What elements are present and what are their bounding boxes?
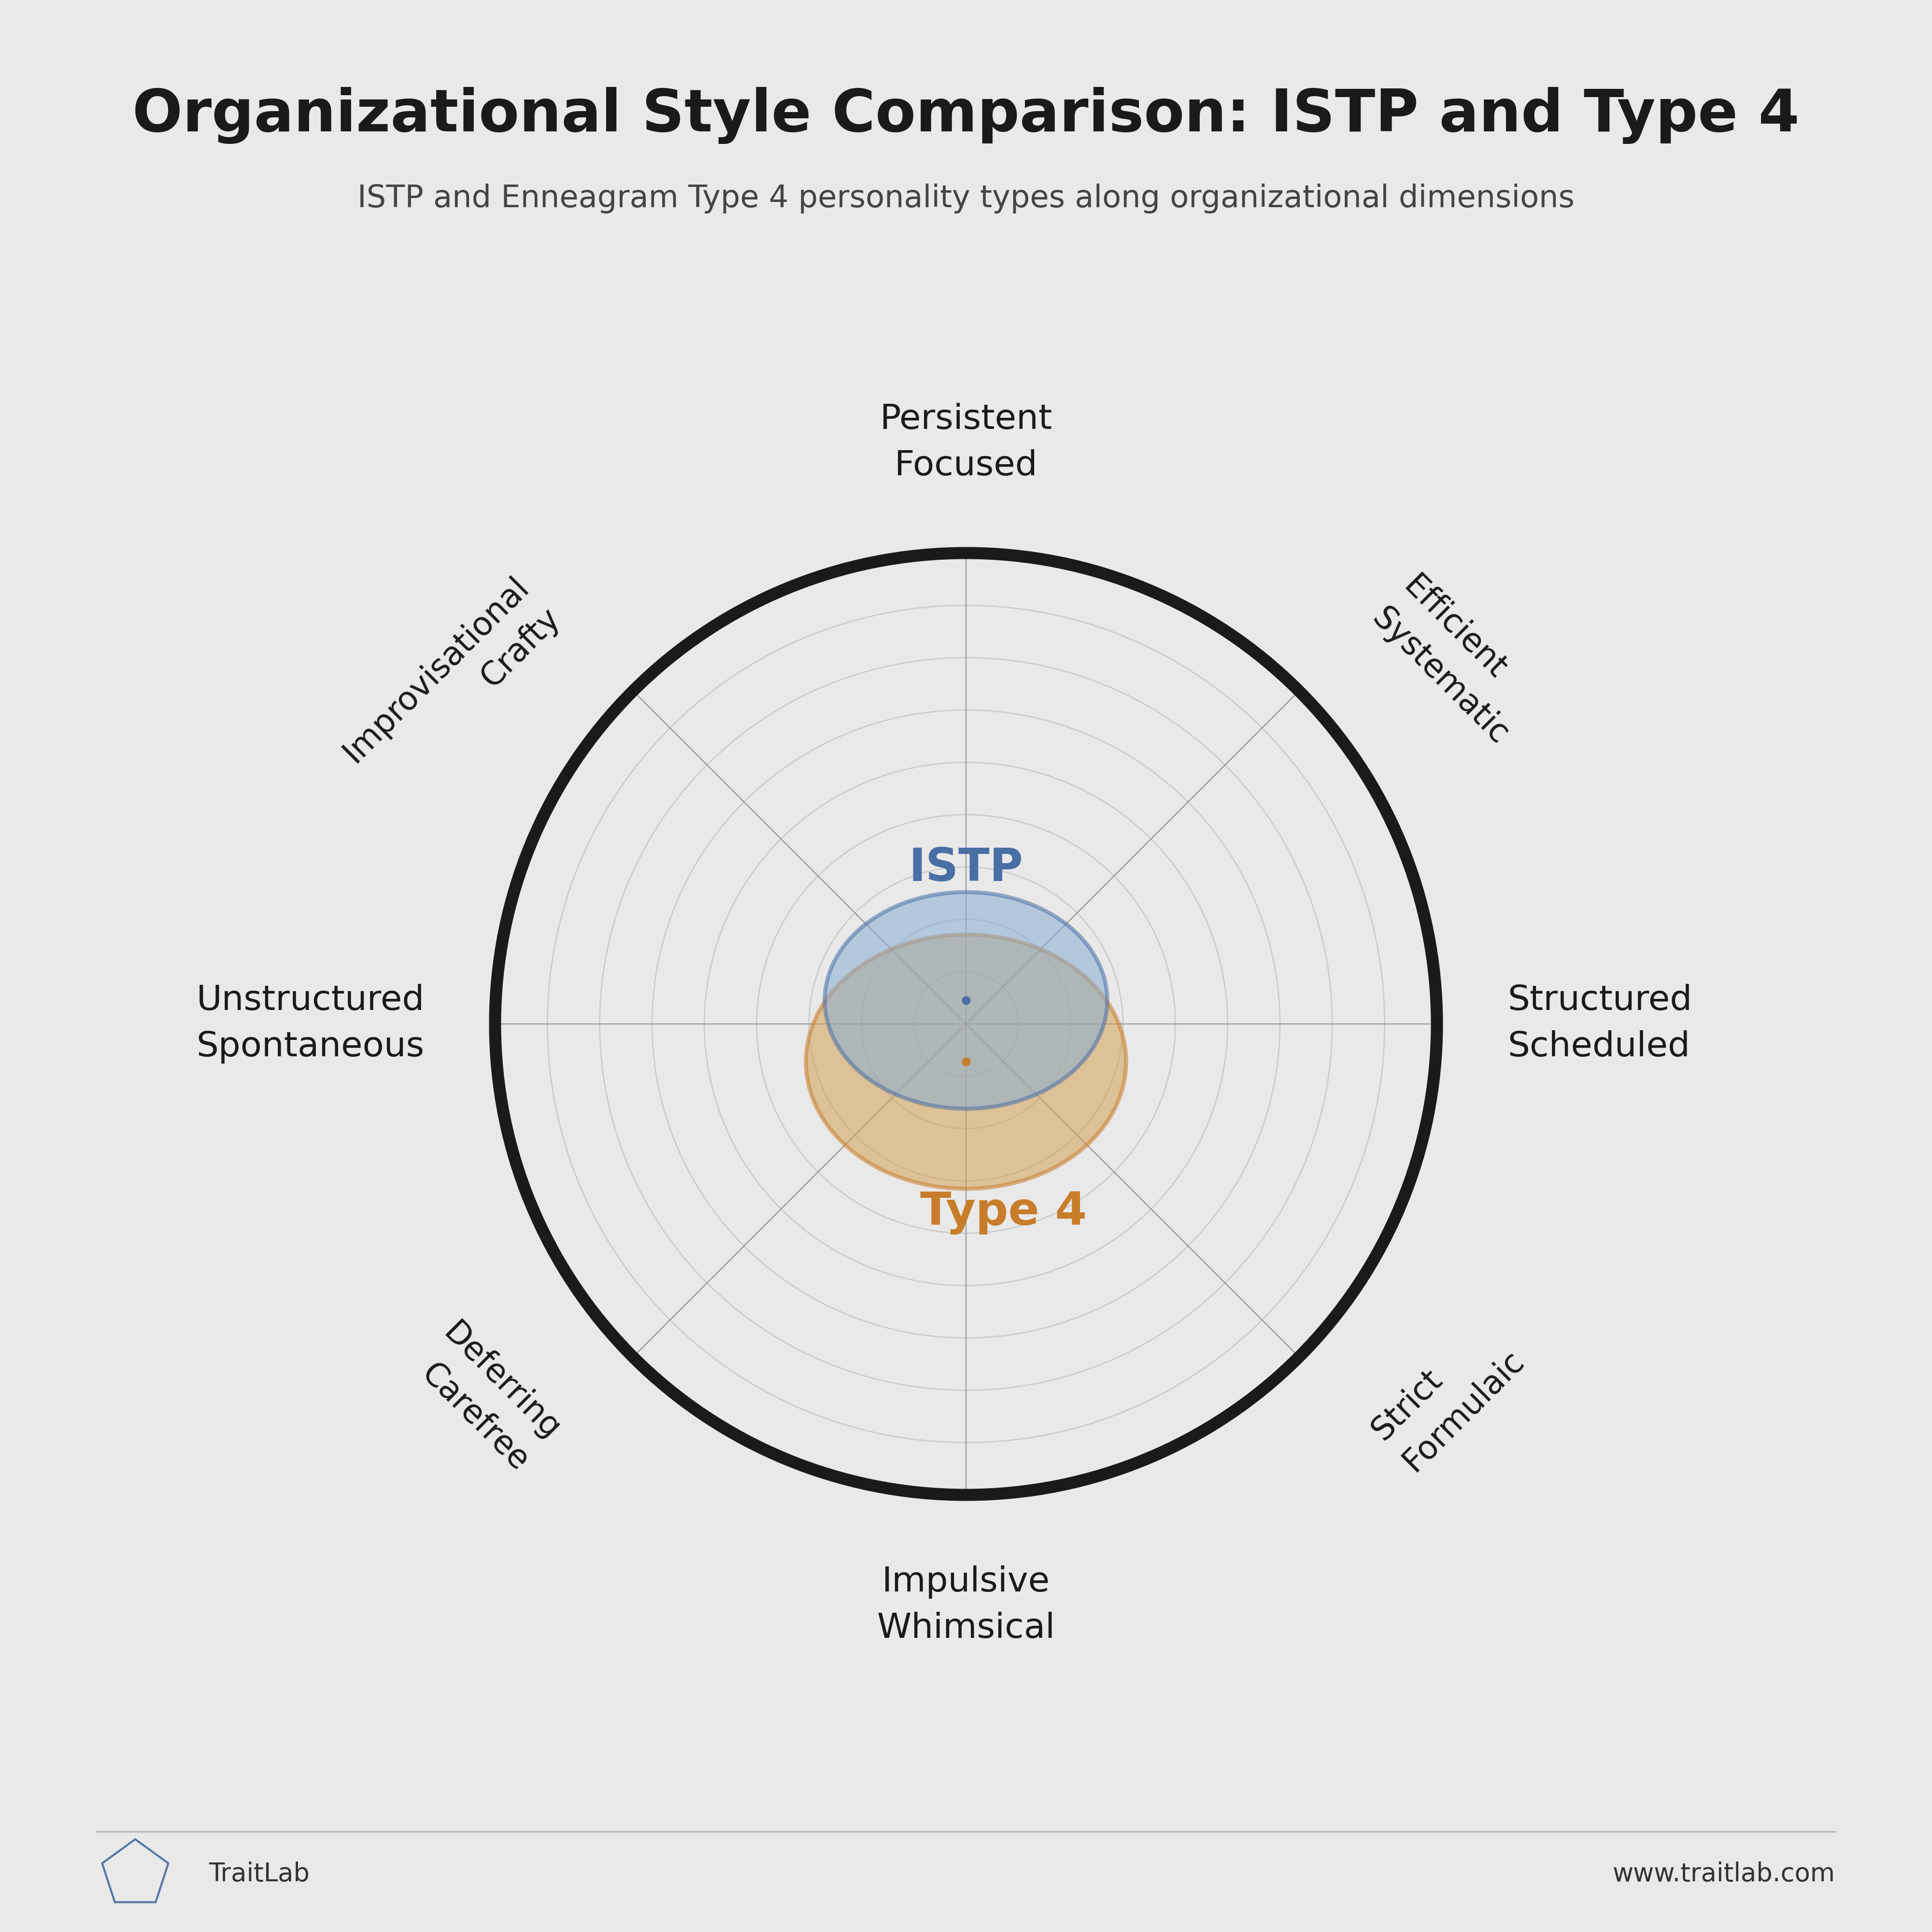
Text: Improvisational
Crafty: Improvisational Crafty bbox=[336, 570, 566, 800]
Text: Persistent
Focused: Persistent Focused bbox=[879, 402, 1053, 483]
Text: ISTP: ISTP bbox=[908, 846, 1024, 891]
Text: www.traitlab.com: www.traitlab.com bbox=[1613, 1862, 1835, 1886]
Text: Type 4: Type 4 bbox=[920, 1190, 1088, 1235]
Text: Impulsive
Whimsical: Impulsive Whimsical bbox=[877, 1565, 1055, 1646]
Text: Deferring
Carefree: Deferring Carefree bbox=[406, 1318, 566, 1478]
Text: Efficient
Systematic: Efficient Systematic bbox=[1366, 570, 1546, 752]
Text: ISTP and Enneagram Type 4 personality types along organizational dimensions: ISTP and Enneagram Type 4 personality ty… bbox=[357, 184, 1575, 213]
Text: Structured
Scheduled: Structured Scheduled bbox=[1507, 983, 1692, 1065]
Text: Organizational Style Comparison: ISTP and Type 4: Organizational Style Comparison: ISTP an… bbox=[133, 87, 1799, 145]
Ellipse shape bbox=[825, 893, 1107, 1109]
Text: Strict
Formulaic: Strict Formulaic bbox=[1366, 1314, 1530, 1478]
Ellipse shape bbox=[806, 935, 1126, 1188]
Text: Unstructured
Spontaneous: Unstructured Spontaneous bbox=[197, 983, 425, 1065]
Text: TraitLab: TraitLab bbox=[209, 1862, 309, 1886]
